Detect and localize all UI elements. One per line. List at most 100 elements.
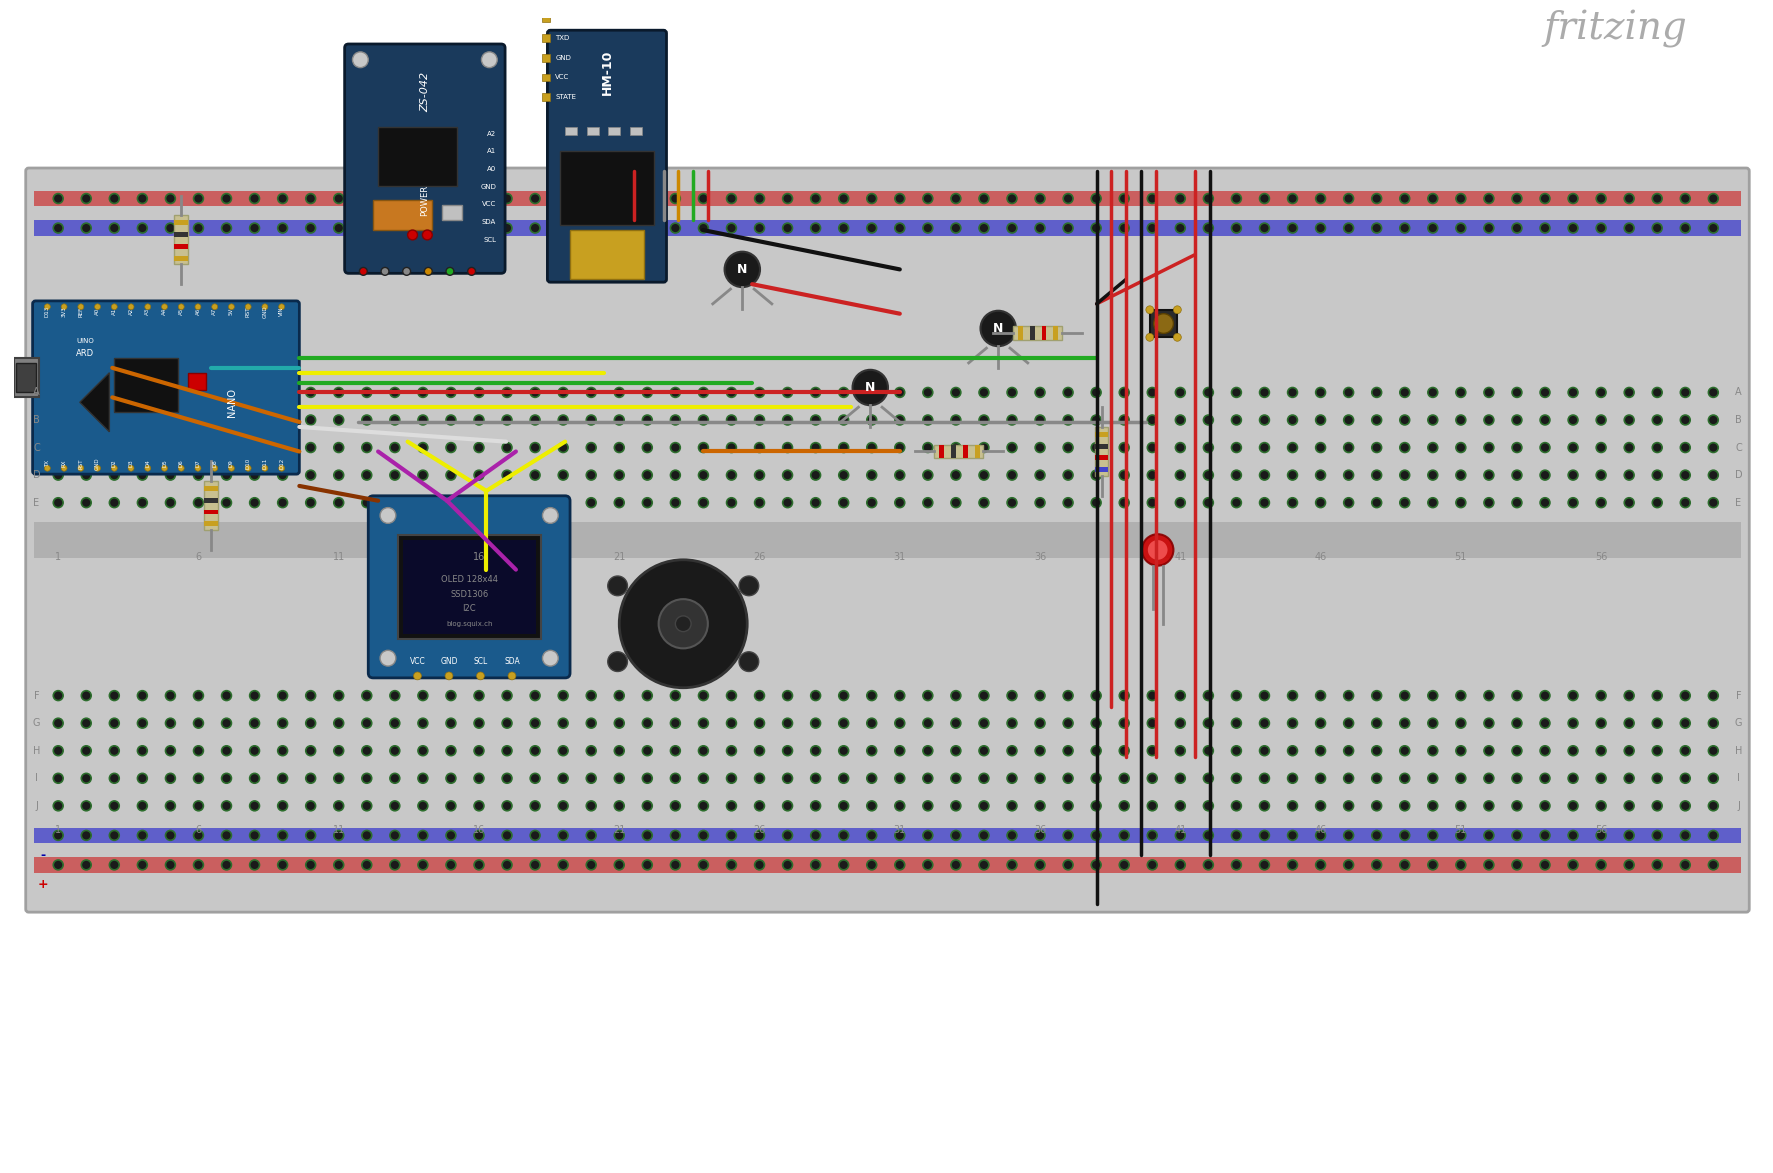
Circle shape (558, 746, 567, 755)
Circle shape (1484, 860, 1495, 870)
Circle shape (1567, 746, 1578, 755)
Circle shape (1175, 415, 1184, 425)
Circle shape (193, 830, 204, 840)
Circle shape (1316, 718, 1326, 728)
Circle shape (1287, 387, 1298, 398)
Circle shape (362, 497, 372, 508)
Circle shape (222, 415, 232, 425)
Circle shape (1512, 415, 1521, 425)
Circle shape (727, 801, 736, 811)
Circle shape (1681, 415, 1690, 425)
Circle shape (1204, 194, 1213, 203)
Circle shape (530, 387, 541, 398)
Text: N: N (993, 321, 1004, 335)
Circle shape (642, 415, 652, 425)
Circle shape (473, 497, 484, 508)
Circle shape (1232, 718, 1241, 728)
Circle shape (558, 860, 567, 870)
Circle shape (1484, 691, 1495, 700)
Circle shape (193, 773, 204, 784)
Circle shape (867, 801, 876, 811)
Circle shape (1119, 773, 1129, 784)
Bar (174, 216, 188, 264)
Text: H: H (1734, 746, 1743, 755)
Circle shape (1541, 860, 1550, 870)
Circle shape (473, 691, 484, 700)
Circle shape (390, 442, 399, 453)
Circle shape (110, 773, 119, 784)
Circle shape (867, 691, 876, 700)
Circle shape (1259, 746, 1269, 755)
Circle shape (1119, 223, 1129, 233)
Circle shape (727, 387, 736, 398)
Circle shape (53, 830, 64, 840)
Circle shape (390, 691, 399, 700)
Circle shape (424, 267, 433, 276)
Circle shape (1287, 497, 1298, 508)
Circle shape (447, 718, 456, 728)
Text: I2C: I2C (463, 604, 475, 613)
Circle shape (950, 860, 961, 870)
Circle shape (447, 387, 456, 398)
Circle shape (924, 497, 933, 508)
Circle shape (138, 773, 147, 784)
Circle shape (1259, 470, 1269, 480)
Circle shape (810, 773, 821, 784)
Circle shape (1175, 194, 1184, 203)
Circle shape (839, 470, 849, 480)
Circle shape (94, 466, 101, 472)
Circle shape (1681, 691, 1690, 700)
Circle shape (979, 497, 989, 508)
Circle shape (502, 830, 512, 840)
Bar (543, 74, 550, 81)
Circle shape (755, 223, 764, 233)
Circle shape (782, 773, 793, 784)
Circle shape (1512, 387, 1521, 398)
Circle shape (613, 860, 624, 870)
Circle shape (1064, 773, 1073, 784)
Circle shape (110, 442, 119, 453)
Circle shape (1147, 801, 1158, 811)
Circle shape (165, 773, 176, 784)
Text: REF: REF (78, 306, 83, 317)
Circle shape (895, 497, 904, 508)
Text: GND: GND (96, 457, 99, 469)
Circle shape (165, 415, 176, 425)
Circle shape (950, 830, 961, 840)
Circle shape (558, 497, 567, 508)
Circle shape (1624, 773, 1635, 784)
Circle shape (222, 194, 232, 203)
Circle shape (587, 470, 596, 480)
Circle shape (222, 830, 232, 840)
Bar (34, 827, 1741, 843)
Circle shape (278, 497, 287, 508)
Circle shape (305, 773, 316, 784)
Circle shape (867, 773, 876, 784)
Bar (1012, 326, 1062, 340)
Circle shape (418, 442, 427, 453)
Circle shape (1259, 860, 1269, 870)
Circle shape (110, 691, 119, 700)
Circle shape (1681, 860, 1690, 870)
Circle shape (670, 801, 681, 811)
Circle shape (138, 194, 147, 203)
Circle shape (82, 387, 90, 398)
Circle shape (739, 652, 759, 671)
Circle shape (839, 773, 849, 784)
Circle shape (447, 773, 456, 784)
Circle shape (1007, 830, 1018, 840)
Circle shape (613, 773, 624, 784)
Circle shape (179, 304, 184, 310)
Circle shape (543, 650, 558, 666)
Circle shape (1232, 830, 1241, 840)
Bar (34, 522, 1741, 558)
Circle shape (613, 497, 624, 508)
Text: 1: 1 (55, 551, 62, 562)
Circle shape (1541, 194, 1550, 203)
Circle shape (1064, 442, 1073, 453)
Circle shape (145, 304, 151, 310)
Circle shape (727, 497, 736, 508)
Circle shape (362, 387, 372, 398)
Circle shape (1709, 773, 1718, 784)
Circle shape (1147, 691, 1158, 700)
